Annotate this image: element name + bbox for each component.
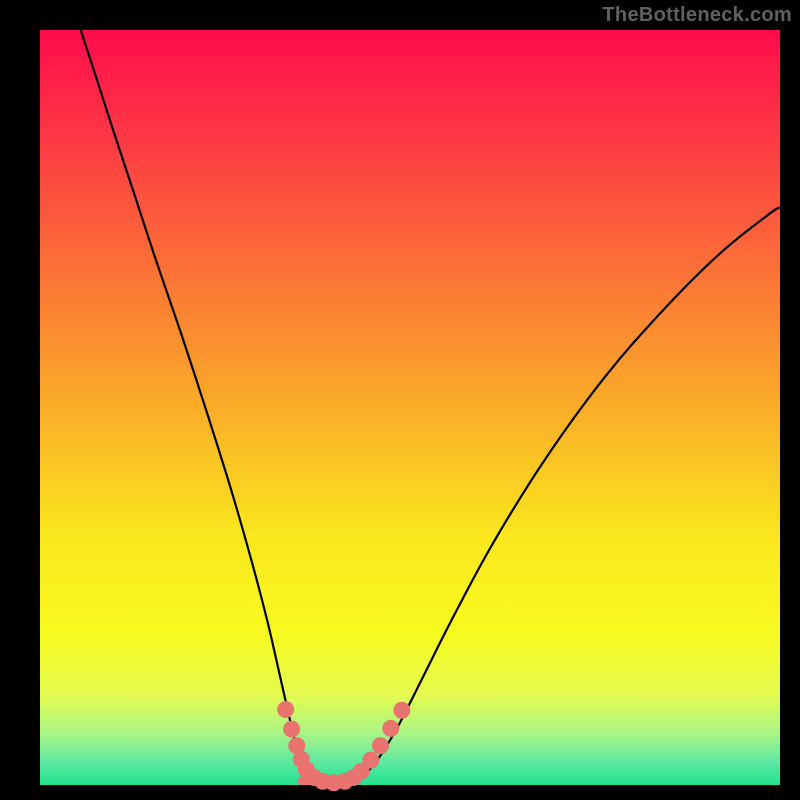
plot-area (40, 30, 780, 785)
chart-container: TheBottleneck.com (0, 0, 800, 800)
chart-svg (0, 0, 800, 800)
watermark-text: TheBottleneck.com (602, 4, 792, 27)
scatter-point (283, 721, 300, 738)
scatter-point (382, 720, 399, 737)
scatter-point (372, 737, 389, 754)
scatter-point (362, 752, 379, 769)
scatter-point (277, 701, 294, 718)
scatter-point (393, 702, 410, 719)
